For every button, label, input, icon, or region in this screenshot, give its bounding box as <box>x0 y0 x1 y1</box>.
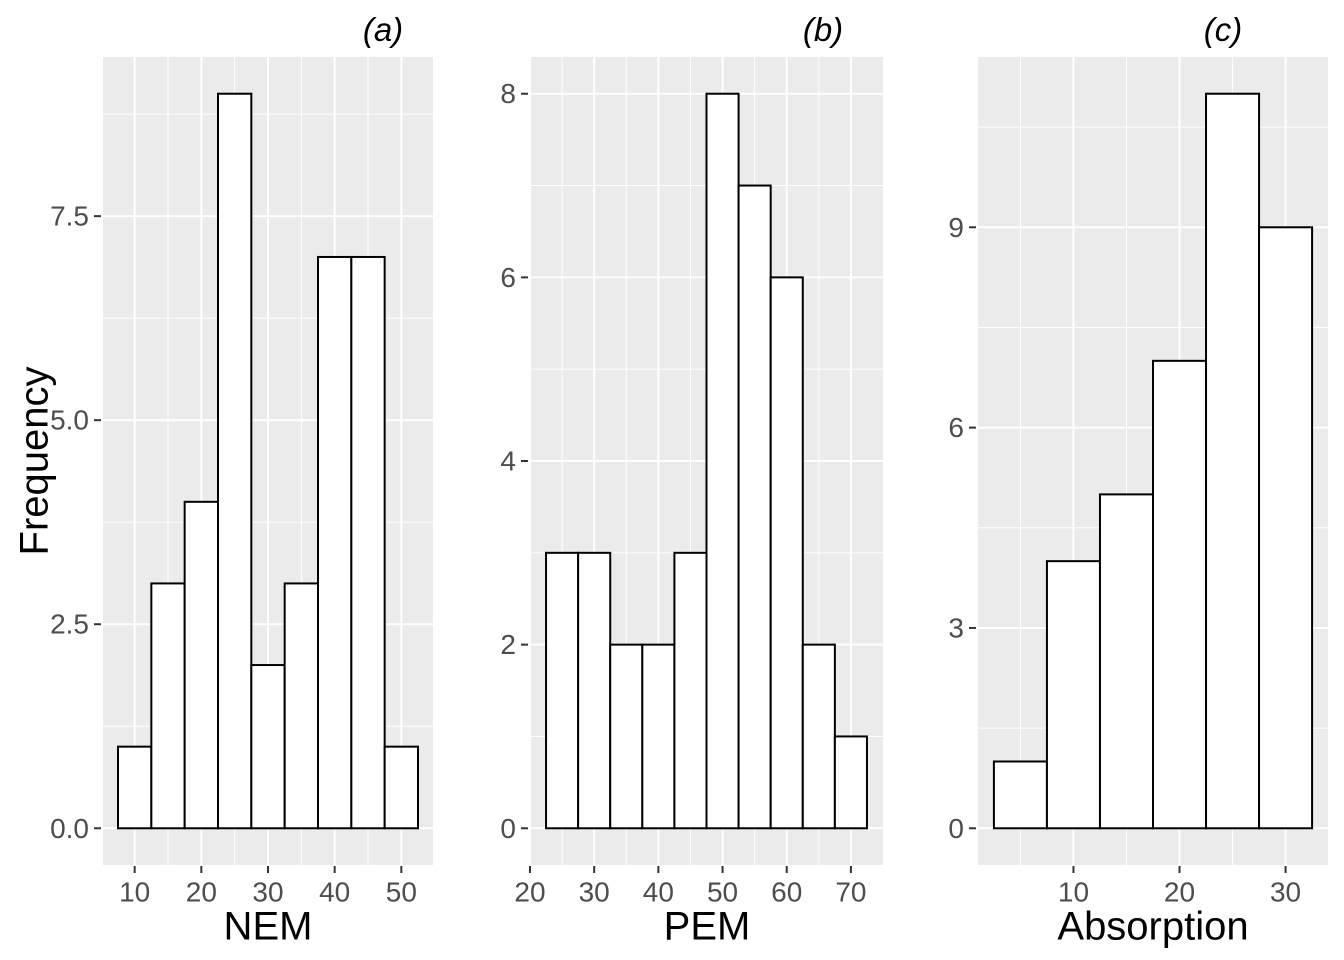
y-tick-label: 6 <box>500 262 516 293</box>
x-tick-label: 10 <box>119 877 150 908</box>
x-tick-label: 30 <box>252 877 283 908</box>
x-tick-label: 40 <box>643 877 674 908</box>
histogram-bar <box>577 551 612 830</box>
y-tick-label: 4 <box>500 446 516 477</box>
histogram-bar <box>641 643 676 830</box>
histogram-bar <box>183 500 220 830</box>
x-tick-label: 30 <box>1270 877 1301 908</box>
y-tick-label: 8 <box>500 78 516 109</box>
x-tick-label: 20 <box>186 877 217 908</box>
histogram-bar <box>350 255 386 830</box>
y-tick-label: 2 <box>500 629 516 660</box>
y-tick-label: 0 <box>948 813 964 844</box>
y-tick-label: 3 <box>948 612 964 643</box>
x-tick-label: 70 <box>835 877 866 908</box>
histogram-bar <box>117 745 153 830</box>
histogram-bar <box>801 643 836 830</box>
x-tick-label: 20 <box>514 877 545 908</box>
x-axis-title-absorption: Absorption <box>1057 904 1249 949</box>
y-tick-label: 0.0 <box>50 813 89 844</box>
histogram-panel-2: 20 30 40 50 60 70 0 2 4 6 8 <box>500 57 883 908</box>
histogram-bar <box>609 643 644 830</box>
histogram-bar <box>833 735 868 830</box>
y-tick-label: 6 <box>948 412 964 443</box>
x-tick-label: 50 <box>707 877 738 908</box>
histogram-bar <box>250 664 286 830</box>
histogram-bar <box>283 582 319 830</box>
histogram-bar <box>150 582 186 830</box>
histogram-bar <box>1045 560 1101 830</box>
y-axis-title: Frequency <box>12 366 57 556</box>
x-tick-label: 30 <box>579 877 610 908</box>
panel-tag-a: (a) <box>362 11 404 48</box>
y-tick-label: 9 <box>948 212 964 243</box>
x-tick-label: 40 <box>319 877 350 908</box>
histogram-bar <box>1098 493 1155 830</box>
histogram-bar <box>705 92 740 830</box>
panel-tag-b: (b) <box>802 11 844 48</box>
histogram-bar <box>992 760 1048 830</box>
histogram-bar <box>383 745 419 830</box>
histogram-bar <box>1152 359 1208 830</box>
x-tick-label: 60 <box>771 877 802 908</box>
histogram-bar <box>769 276 804 830</box>
x-tick-label: 20 <box>1164 877 1195 908</box>
y-tick-label: 5.0 <box>50 405 89 436</box>
histogram-bar <box>545 551 580 830</box>
histogram-bar <box>217 92 253 830</box>
x-axis-title-nem: NEM <box>223 904 313 949</box>
x-axis-title-pem: PEM <box>663 904 751 949</box>
panel-tag-c: (c) <box>1203 11 1243 48</box>
x-tick-label: 10 <box>1058 877 1089 908</box>
x-tick-label: 50 <box>386 877 417 908</box>
histogram-bar <box>317 255 353 830</box>
histogram-bar <box>673 551 708 830</box>
histogram-bar <box>1258 226 1314 830</box>
histogram-bar <box>1205 92 1261 830</box>
histogram-bar <box>737 184 772 830</box>
histogram-panel-3: 10 20 30 0 3 6 9 <box>948 57 1328 908</box>
y-tick-label: 7.5 <box>50 201 89 232</box>
y-tick-label: 2.5 <box>50 609 89 640</box>
y-tick-label: 0 <box>500 813 516 844</box>
histogram-panel-1: 10 20 30 40 50 0.0 2.5 5.0 7.5 <box>50 57 433 908</box>
